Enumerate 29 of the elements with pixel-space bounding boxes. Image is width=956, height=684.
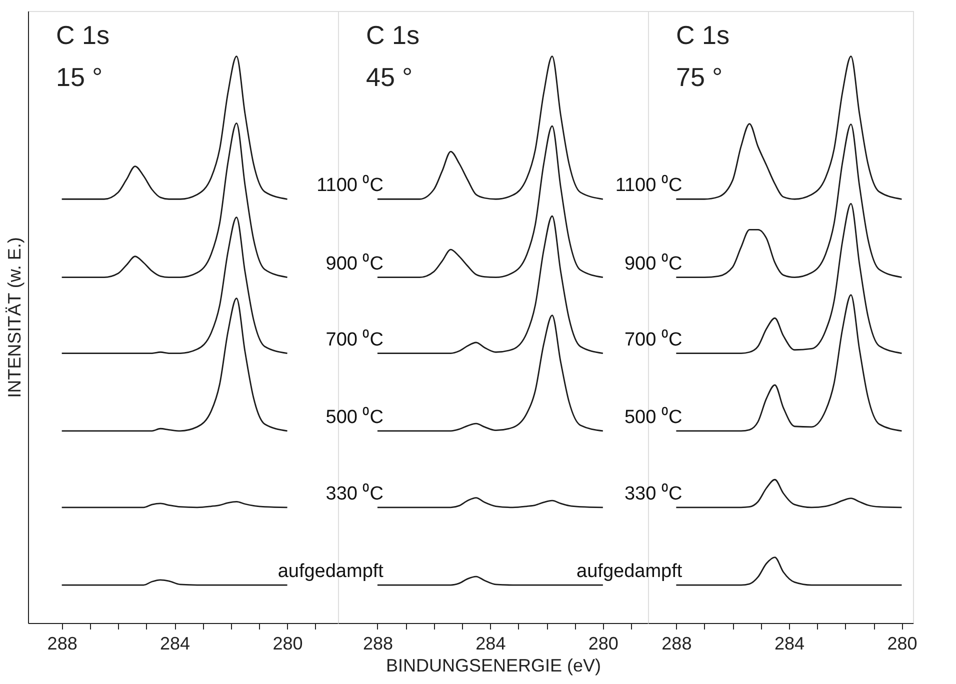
series-label: 1100 ⁰C (615, 174, 682, 196)
x-tick-label: 280 (887, 634, 918, 654)
series-label: 700 ⁰C (326, 328, 384, 350)
text: C 1s (56, 20, 110, 50)
series-label: 1100 ⁰C (316, 174, 384, 196)
y-axis-title: INTENSITÄT (w. E.) (4, 237, 24, 398)
series-label: 330 ⁰C (624, 482, 682, 504)
series-label: 330 ⁰C (326, 482, 384, 504)
x-tick-label: 284 (774, 634, 804, 654)
annotation: 45 ° (366, 62, 413, 92)
series-label: 700 ⁰C (624, 328, 682, 350)
x-tick-label: 284 (160, 634, 190, 654)
x-axis-title: BINDUNGSENERGIE (eV) (386, 656, 602, 676)
series-label: aufgedampft (278, 561, 384, 582)
x-tick-label: 284 (476, 634, 506, 654)
x-tick-label: 280 (588, 634, 618, 654)
series-label: 500 ⁰C (326, 406, 384, 428)
text: C 1s (676, 20, 730, 50)
series-label: 900 ⁰C (624, 252, 682, 274)
x-tick-label: 288 (362, 634, 393, 654)
text: C 1s (366, 20, 420, 50)
series-label: 900 ⁰C (326, 252, 384, 274)
series-label: 500 ⁰C (624, 406, 682, 428)
series-label: aufgedampft (576, 561, 683, 582)
x-tick-label: 288 (662, 634, 692, 654)
x-tick-label: 280 (272, 634, 303, 654)
annotation: 15 ° (56, 62, 103, 92)
x-tick-label: 288 (47, 634, 78, 654)
annotation: 75 ° (676, 62, 723, 92)
